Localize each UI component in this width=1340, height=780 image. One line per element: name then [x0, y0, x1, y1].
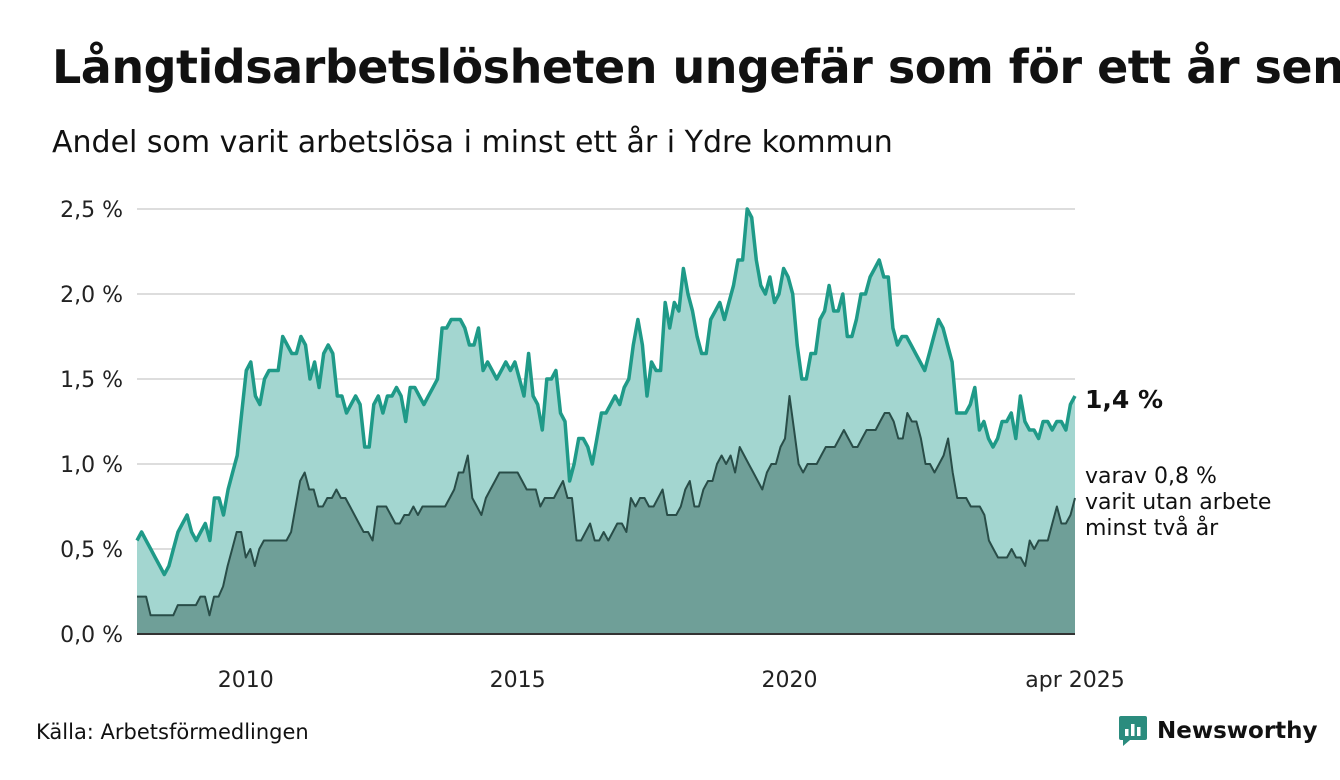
- brand-name: Newsworthy: [1157, 718, 1318, 744]
- y-axis-ticks: 0,0 % 0,5 % 1,0 % 1,5 % 2,0 % 2,5 %: [60, 198, 123, 648]
- series-sub-line: [137, 395, 1076, 617]
- y-tick-label: 1,5 %: [60, 368, 123, 393]
- x-tick-label: apr 2025: [1025, 668, 1124, 693]
- end-label-sub-line-2: varit utan arbete: [1085, 490, 1271, 515]
- y-tick-label: 2,0 %: [60, 283, 123, 308]
- brand-logo: Newsworthy: [1118, 714, 1318, 748]
- x-tick-label: 2020: [762, 668, 818, 693]
- x-axis-ticks: 2010 2015 2020 apr 2025: [218, 668, 1125, 693]
- end-label-sub-line-3: minst två år: [1085, 515, 1219, 541]
- newsworthy-logo-icon: [1119, 716, 1147, 746]
- end-label-sub: varav 0,8 % varit utan arbete minst två …: [1085, 464, 1278, 541]
- x-tick-label: 2015: [490, 668, 546, 693]
- source-note: Källa: Arbetsförmedlingen: [36, 720, 309, 744]
- series-total-line: [135, 207, 1077, 577]
- y-tick-label: 2,5 %: [60, 198, 123, 223]
- y-tick-label: 0,5 %: [60, 538, 123, 563]
- series-sub-area: [137, 396, 1075, 634]
- chart-subtitle: Andel som varit arbetslösa i minst ett å…: [52, 125, 893, 160]
- y-tick-label: 1,0 %: [60, 453, 123, 478]
- chart-title: Långtidsarbetslösheten ungefär som för e…: [52, 40, 1340, 94]
- y-tick-label: 0,0 %: [60, 623, 123, 648]
- end-label-sub-line-1: varav 0,8 %: [1085, 464, 1217, 489]
- end-label-total: 1,4 %: [1085, 385, 1163, 414]
- x-tick-label: 2010: [218, 668, 274, 693]
